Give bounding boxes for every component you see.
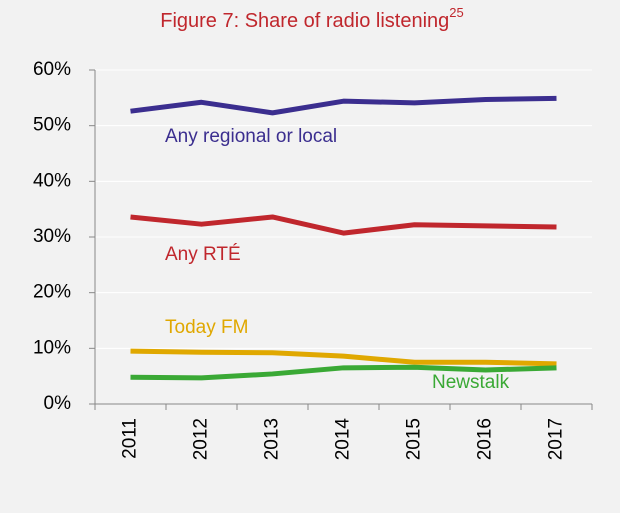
y-tick-label: 50% — [33, 115, 71, 136]
series-label: Any RTÉ — [165, 244, 241, 265]
series-line — [130, 364, 557, 381]
series-line — [130, 214, 557, 236]
x-tick-label: 2017 — [546, 418, 567, 460]
y-tick-label: 30% — [33, 226, 71, 247]
y-tick-label: 0% — [44, 393, 72, 414]
title-superscript: 25 — [449, 5, 463, 20]
y-tick-label: 60% — [33, 59, 71, 80]
y-tick-label: 10% — [33, 337, 71, 358]
x-tick-label: 2014 — [333, 418, 354, 461]
x-tick-label: 2016 — [475, 418, 496, 460]
x-tick-label: 2012 — [191, 418, 212, 460]
x-tick-label: 2015 — [404, 418, 425, 460]
x-tick-label: 2013 — [262, 418, 283, 460]
series-line — [130, 95, 557, 116]
x-tick-label: 2011 — [120, 418, 141, 459]
y-tick-label: 20% — [33, 282, 71, 303]
y-tick-label: 40% — [33, 170, 71, 191]
series-label: Newstalk — [432, 372, 510, 393]
series-line — [130, 348, 557, 367]
title-text: Figure 7: Share of radio listening — [160, 10, 449, 32]
chart-title: Figure 7: Share of radio listening25 — [160, 5, 464, 32]
series-label: Today FM — [165, 317, 248, 338]
series-label: Any regional or local — [165, 126, 337, 147]
